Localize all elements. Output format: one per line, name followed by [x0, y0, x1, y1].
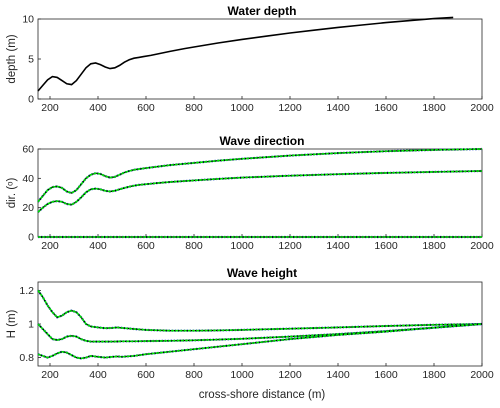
- x-tick-label: 1600: [374, 102, 398, 114]
- x-tick-label: 2000: [470, 102, 494, 114]
- y-tick-label: 1: [28, 319, 34, 331]
- panel-title: Wave direction: [220, 134, 305, 148]
- series-line: [37, 16, 454, 92]
- y-tick-label: 0: [28, 232, 34, 244]
- axes: 200 400 600 800 1000 1200 1400 1600 1800 2000 0.8 1…: [19, 285, 493, 381]
- x-tick-label: 400: [89, 369, 107, 381]
- y-tick-label: 0.8: [19, 352, 34, 364]
- y-tick-label: 0: [28, 94, 34, 106]
- plot-frame: [37, 18, 483, 100]
- plot-frame: [37, 281, 483, 367]
- panel-wave-height: Wave height 200 400 600 800 1000 1200 1400 1600…: [6, 266, 494, 401]
- x-tick-label: 800: [185, 369, 203, 381]
- x-tick-label: 1200: [278, 102, 302, 114]
- x-tick-label: 1400: [326, 369, 350, 381]
- x-tick-label: 1600: [374, 369, 398, 381]
- x-tick-label: 1200: [278, 240, 302, 252]
- x-tick-label: 1400: [326, 102, 350, 114]
- series-group: [37, 289, 483, 360]
- x-tick-label: 800: [185, 102, 203, 114]
- x-tick-label: 400: [89, 240, 107, 252]
- plot-frame: [37, 148, 483, 238]
- x-tick-label: 600: [137, 369, 155, 381]
- series-group: [37, 16, 454, 92]
- series-line-green: [37, 148, 483, 203]
- series-line-green: [37, 323, 483, 343]
- y-axis-label: depth (m): [6, 34, 18, 83]
- y-tick-label: 60: [22, 144, 34, 156]
- x-axis-label: cross-shore distance (m): [199, 389, 326, 401]
- x-tick-label: 1800: [422, 369, 446, 381]
- y-tick-label: 40: [22, 173, 34, 185]
- x-tick-label: 1200: [278, 369, 302, 381]
- y-tick-label: 10: [22, 14, 34, 26]
- x-tick-label: 800: [185, 240, 203, 252]
- series-group: [37, 147, 483, 239]
- series-line-green: [37, 323, 483, 360]
- y-axis-label: dir. (ᵒ): [6, 178, 18, 209]
- panel-title: Water depth: [228, 4, 297, 18]
- x-tick-label: 1800: [422, 240, 446, 252]
- x-tick-label: 2000: [470, 240, 494, 252]
- axes: 200 400 600 800 1000 1200 1400 1600 1800 2000 0 5 10: [22, 14, 494, 115]
- x-tick-label: 200: [41, 102, 59, 114]
- y-axis-label: H (m): [6, 309, 18, 338]
- axes: 200 400 600 800 1000 1200 1400 1600 1800 2000 0 20 4…: [22, 144, 494, 253]
- x-tick-label: 200: [41, 240, 59, 252]
- x-tick-label: 1000: [230, 369, 254, 381]
- x-tick-label: 1000: [230, 240, 254, 252]
- x-tick-label: 1000: [230, 102, 254, 114]
- x-tick-label: 600: [137, 240, 155, 252]
- panel-water-depth: Water depth 200 400 600 800 1000 1200 1400 1600…: [6, 4, 494, 114]
- x-tick-label: 200: [41, 369, 59, 381]
- x-tick-label: 1600: [374, 240, 398, 252]
- y-tick-label: 5: [28, 54, 34, 66]
- x-tick-label: 1400: [326, 240, 350, 252]
- panel-wave-direction: Wave direction 200 400 600 800 1000 1200 1400 1…: [6, 134, 494, 252]
- series-line-green: [37, 170, 483, 213]
- panel-title: Wave height: [227, 266, 297, 280]
- x-tick-label: 1800: [422, 102, 446, 114]
- series-line-green: [37, 289, 483, 332]
- y-tick-label: 1.2: [19, 285, 34, 297]
- y-tick-label: 20: [22, 202, 34, 214]
- x-tick-label: 600: [137, 102, 155, 114]
- x-tick-label: 2000: [470, 369, 494, 381]
- x-tick-label: 400: [89, 102, 107, 114]
